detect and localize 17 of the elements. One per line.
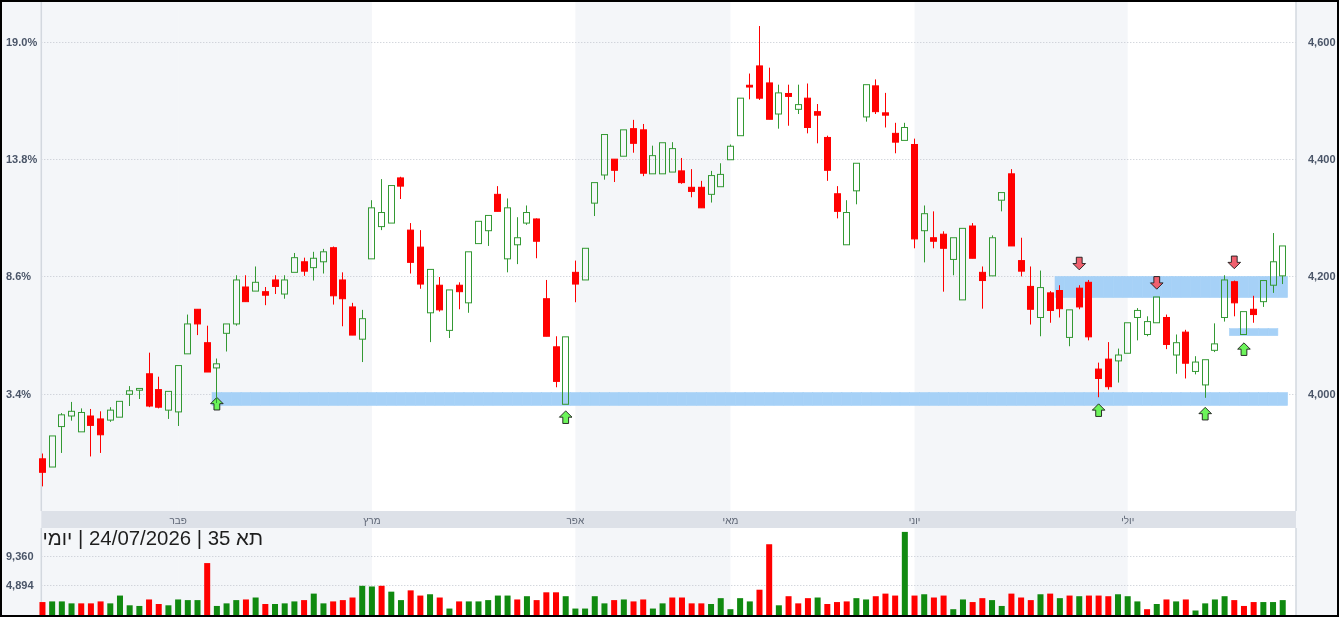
x-tick-label: פבר xyxy=(169,515,187,526)
y2-tick-label: 19.0% xyxy=(6,35,38,48)
annotation: תא 35 | 24/07/2026 | יומי xyxy=(42,526,263,549)
x-tick-label: יוני xyxy=(908,515,921,526)
y2-tick-label: 13.8% xyxy=(6,153,38,166)
y2-tick-label: 8.6% xyxy=(6,270,32,283)
x-tick-label: יולי xyxy=(1121,515,1135,526)
y2-tick-label: 3.4% xyxy=(6,387,32,400)
y-tick-label: 4,000 xyxy=(1308,387,1336,400)
y-tick-label: 4,200 xyxy=(1308,270,1336,283)
y-tick-label: 4,600 xyxy=(1308,35,1336,48)
x-tick-label: אפר xyxy=(566,515,585,526)
x-tick-label: מאי xyxy=(722,515,739,526)
y-tick-label: 4,400 xyxy=(1308,153,1336,166)
x-tick-label: מרץ xyxy=(363,515,381,526)
y-tick-label: 4,894 xyxy=(6,579,35,592)
y-tick-label: 9,360 xyxy=(6,550,34,563)
